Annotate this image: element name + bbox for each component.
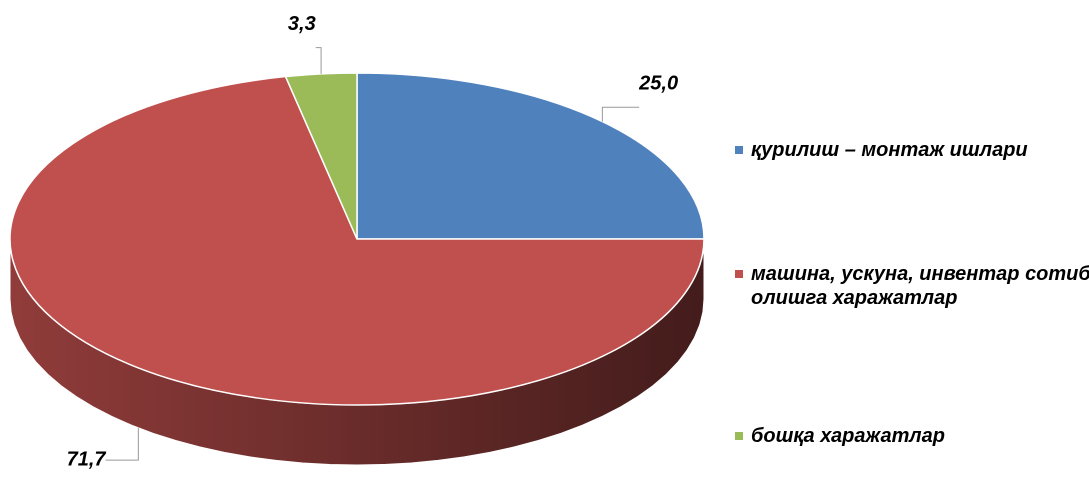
pie-area: 25,0 71,7 3,3 — [9, 13, 705, 470]
legend-swatch — [735, 146, 743, 154]
legend-item: бошқа харажатлар — [735, 424, 1089, 448]
legend-label: бошқа харажатлар — [751, 425, 945, 447]
legend-swatch — [735, 270, 743, 278]
leader-line — [601, 106, 640, 122]
slice — [9, 75, 705, 406]
data-label: 3,3 — [288, 13, 316, 35]
legend-label: машина, ускуна, инвентар сотиб олишга ха… — [751, 263, 1089, 309]
slice — [356, 72, 705, 240]
leader-line — [315, 47, 322, 74]
legend-label: қурилиш – монтаж ишлари — [751, 139, 1028, 161]
legend-item: машина, ускуна, инвентар сотиб олишга ха… — [735, 262, 1089, 310]
legend-item: қурилиш – монтаж ишлари — [735, 138, 1089, 162]
legend-swatch — [735, 432, 743, 440]
slice — [284, 72, 358, 240]
data-label: 25,0 — [638, 73, 678, 95]
data-label: 71,7 — [67, 448, 107, 470]
leader-line — [105, 427, 139, 461]
